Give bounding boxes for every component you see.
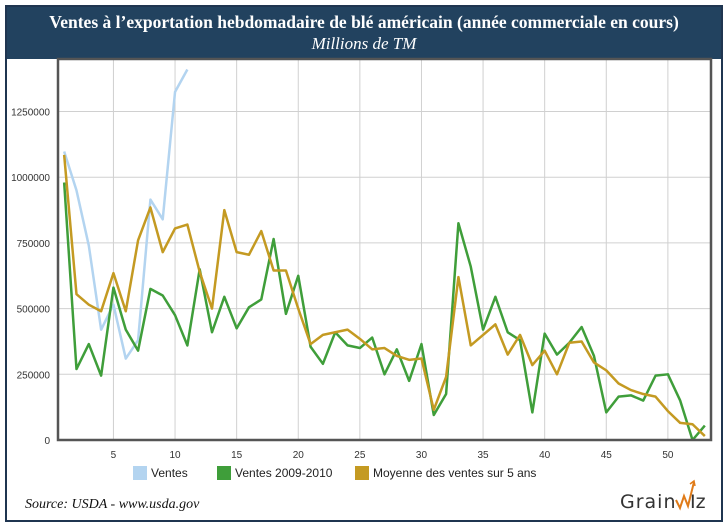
legend-item: Moyenne des ventes sur 5 ans [355, 466, 536, 480]
legend-swatch [217, 466, 231, 480]
x-tick-label: 25 [354, 450, 366, 461]
series-line-moyenne-des-ventes-sur-5-ans [62, 154, 706, 437]
x-tick-label: 5 [111, 450, 117, 461]
x-tick-label: 40 [539, 450, 551, 461]
x-tick-label: 30 [416, 450, 428, 461]
svg-text:Grain: Grain [620, 491, 677, 513]
svg-text:Iz: Iz [690, 491, 706, 513]
x-tick-label: 20 [293, 450, 305, 461]
chart-subtitle: Millions de TM [311, 34, 417, 53]
chart-title: Ventes à l’exportation hebdomadaire de b… [49, 12, 679, 32]
x-tick-label: 45 [601, 450, 613, 461]
y-tick-label: 250000 [17, 370, 51, 381]
series-line-ventes [62, 68, 189, 360]
series-line-ventes-2009-2010 [62, 182, 706, 440]
line-chart: 5 10 15 20 25 30 35 40 45 50 0 250000 500000 750000 10… [11, 57, 713, 461]
x-tick-label: 35 [478, 450, 490, 461]
legend-label: Ventes 2009-2010 [235, 466, 333, 480]
x-tick-label: 50 [662, 450, 674, 461]
legend-label: Ventes [151, 466, 188, 480]
plot-area-border [56, 57, 713, 442]
y-tick-label: 1000000 [11, 173, 50, 184]
legend-item: Ventes [133, 466, 188, 480]
y-tick-label: 0 [44, 436, 50, 447]
legend: Ventes Ventes 2009-2010 Moyenne des ventes… [0, 466, 728, 482]
legend-swatch [355, 466, 369, 480]
legend-swatch [133, 466, 147, 480]
x-tick-label: 15 [231, 450, 243, 461]
legend-label: Moyenne des ventes sur 5 ans [373, 466, 537, 480]
chart-panel: Ventes à l’exportation hebdomadaire de b… [5, 5, 723, 522]
y-tick-label: 1250000 [11, 108, 50, 119]
legend-item: Ventes 2009-2010 [217, 466, 332, 480]
y-tick-label: 750000 [17, 239, 51, 250]
chart-header: Ventes à l’exportation hebdomadaire de b… [7, 7, 721, 59]
grainwiz-logo: Grain Iz [620, 479, 706, 513]
y-tick-label: 500000 [17, 305, 51, 316]
source-note: Source: USDA - www.usda.gov [25, 497, 200, 512]
x-tick-label: 10 [169, 450, 181, 461]
